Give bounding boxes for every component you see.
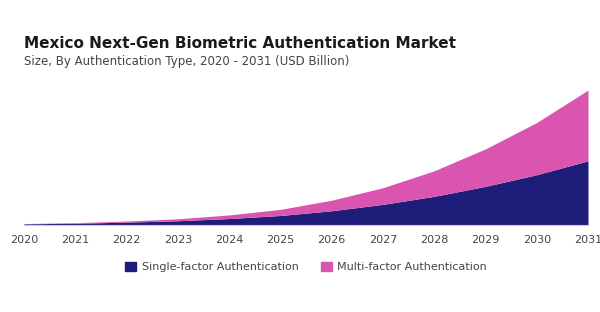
Legend: Single-factor Authentication, Multi-factor Authentication: Single-factor Authentication, Multi-fact… [121,257,491,277]
Text: Mexico Next-Gen Biometric Authentication Market: Mexico Next-Gen Biometric Authentication… [24,37,456,51]
Text: Size, By Authentication Type, 2020 - 2031 (USD Billion): Size, By Authentication Type, 2020 - 203… [24,55,349,68]
